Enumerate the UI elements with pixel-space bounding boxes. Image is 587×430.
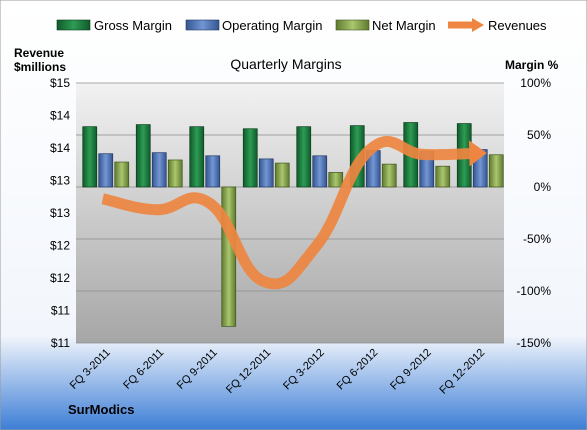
bar-net-margin-fq-6-2012 xyxy=(381,163,397,188)
bar-gross-margin-fq-3-2012 xyxy=(296,126,312,188)
bar-net-margin-fq-9-2011 xyxy=(221,186,237,327)
left-axis-ticks: $15 $14 $14 $13 $13 $12 $12 $11 $11 xyxy=(50,76,70,350)
bar-operating-margin-fq-12-2011 xyxy=(258,158,274,188)
bar-net-margin-fq-6-2011 xyxy=(167,159,183,188)
right-tick-label: -150% xyxy=(516,336,551,350)
bar-gross-margin-fq-6-2011 xyxy=(135,124,151,188)
left-tick-label: $13 xyxy=(50,206,70,220)
right-axis-label: Margin % xyxy=(505,58,559,72)
bar-operating-margin-fq-3-2011 xyxy=(98,153,114,188)
revenues-line xyxy=(101,136,478,290)
left-tick-label: $13 xyxy=(50,174,70,188)
bar-operating-margin-fq-9-2011 xyxy=(205,155,221,188)
bar-operating-margin-fq-6-2011 xyxy=(151,152,167,188)
revenue-series xyxy=(101,136,487,290)
bars xyxy=(82,122,504,327)
right-tick-label: -50% xyxy=(523,232,551,246)
legend-label-gross-margin: Gross Margin xyxy=(94,18,172,33)
legend-arrowhead-revenues xyxy=(472,18,484,32)
bar-net-margin-fq-12-2011 xyxy=(274,162,290,188)
right-tick-label: 50% xyxy=(527,128,551,142)
legend-swatch-gross-margin xyxy=(56,19,91,31)
bar-net-margin-fq-12-2012 xyxy=(488,154,504,188)
footer-company: SurModics xyxy=(68,402,134,417)
revenues-arrowhead xyxy=(468,140,487,167)
left-tick-label: $11 xyxy=(51,336,70,350)
legend-label-revenues: Revenues xyxy=(488,18,547,33)
bar-net-margin-fq-3-2012 xyxy=(328,172,344,188)
bar-operating-margin-fq-3-2012 xyxy=(312,155,328,188)
left-tick-label: $12 xyxy=(50,239,70,253)
bar-gross-margin-fq-9-2011 xyxy=(189,126,205,188)
legend: Gross Margin Operating Margin Net Margin… xyxy=(56,18,547,33)
right-tick-label: -100% xyxy=(516,284,551,298)
left-tick-label: $14 xyxy=(50,109,70,123)
left-axis-label-line2: $millions xyxy=(14,60,66,74)
left-tick-label: $15 xyxy=(50,76,70,90)
bar-gross-margin-fq-12-2011 xyxy=(242,128,258,188)
left-tick-label: $14 xyxy=(50,141,70,155)
legend-swatch-operating-margin xyxy=(185,19,220,31)
left-tick-label: $12 xyxy=(50,271,70,285)
bar-net-margin-fq-3-2011 xyxy=(114,161,130,188)
bar-net-margin-fq-9-2012 xyxy=(435,165,451,188)
right-axis-ticks: 100% 50% 0% -50% -100% -150% xyxy=(516,76,551,350)
legend-label-operating-margin: Operating Margin xyxy=(222,18,322,33)
left-tick-label: $11 xyxy=(51,304,70,318)
legend-label-net-margin: Net Margin xyxy=(372,18,436,33)
bar-gross-margin-fq-3-2011 xyxy=(82,126,98,188)
right-tick-label: 100% xyxy=(520,76,551,90)
right-tick-label: 0% xyxy=(534,180,552,194)
chart-title: Quarterly Margins xyxy=(230,56,341,72)
legend-swatch-net-margin xyxy=(335,19,370,31)
left-axis-label-line1: Revenue xyxy=(14,46,64,60)
